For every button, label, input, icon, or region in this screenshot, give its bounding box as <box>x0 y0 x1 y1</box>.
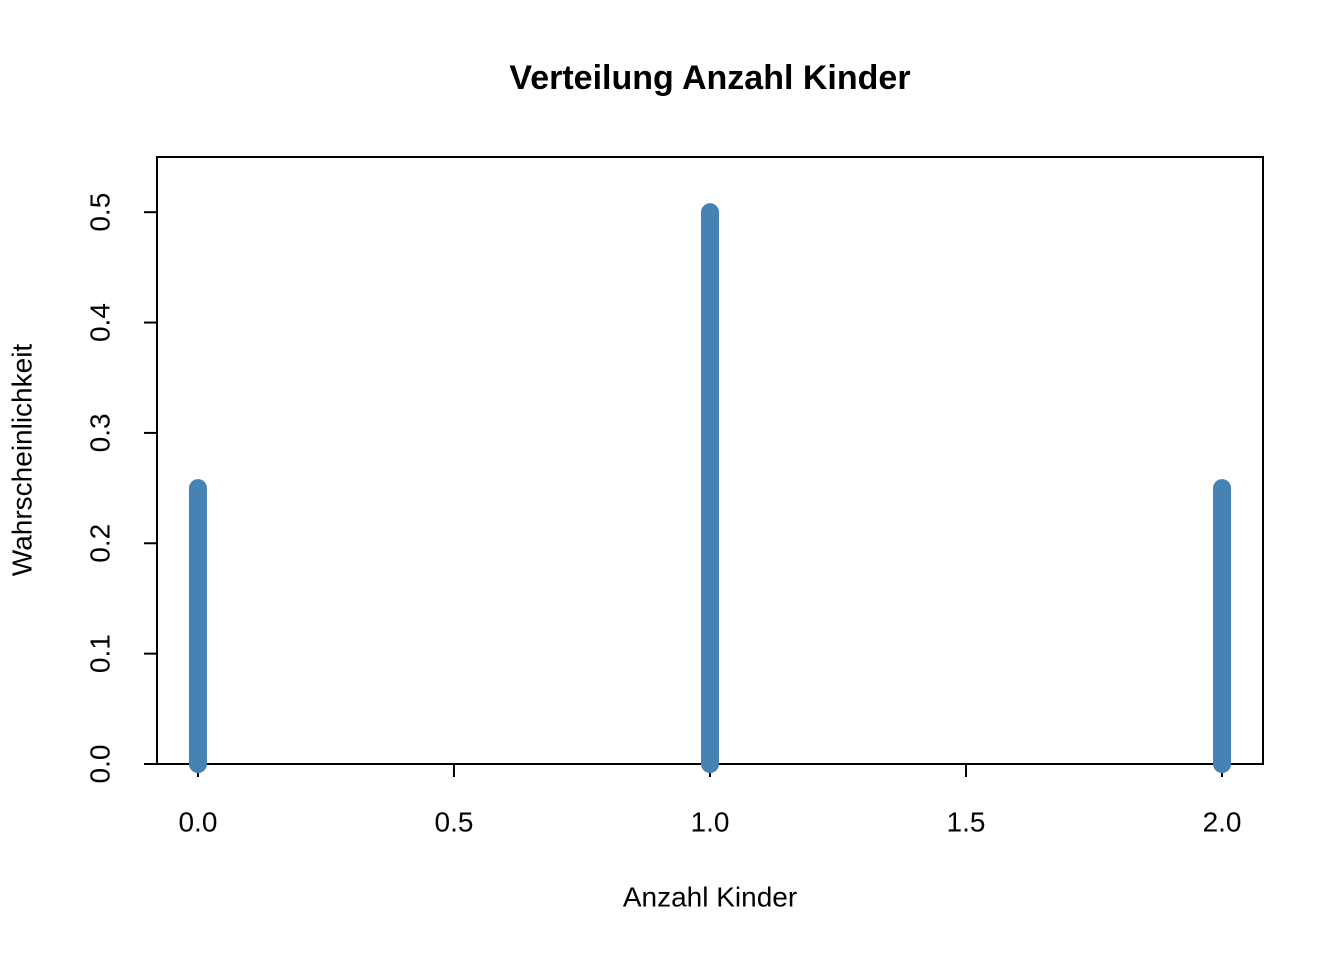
x-tick-label: 1.0 <box>691 806 730 837</box>
y-tick-label: 0.2 <box>84 524 115 563</box>
x-axis-title: Anzahl Kinder <box>623 881 797 912</box>
x-tick-label: 2.0 <box>1203 806 1242 837</box>
x-tick-label: 0.0 <box>178 806 217 837</box>
x-tick-label: 1.5 <box>947 806 986 837</box>
y-tick-label: 0.3 <box>84 413 115 452</box>
x-tick-label: 0.5 <box>435 806 474 837</box>
y-tick-label: 0.4 <box>84 303 115 342</box>
chart-title: Verteilung Anzahl Kinder <box>509 59 910 97</box>
y-tick-label: 0.0 <box>84 745 115 784</box>
y-axis-title: Wahrscheinlichkeit <box>6 344 37 577</box>
y-tick-label: 0.1 <box>84 634 115 673</box>
y-tick-label: 0.5 <box>84 193 115 232</box>
